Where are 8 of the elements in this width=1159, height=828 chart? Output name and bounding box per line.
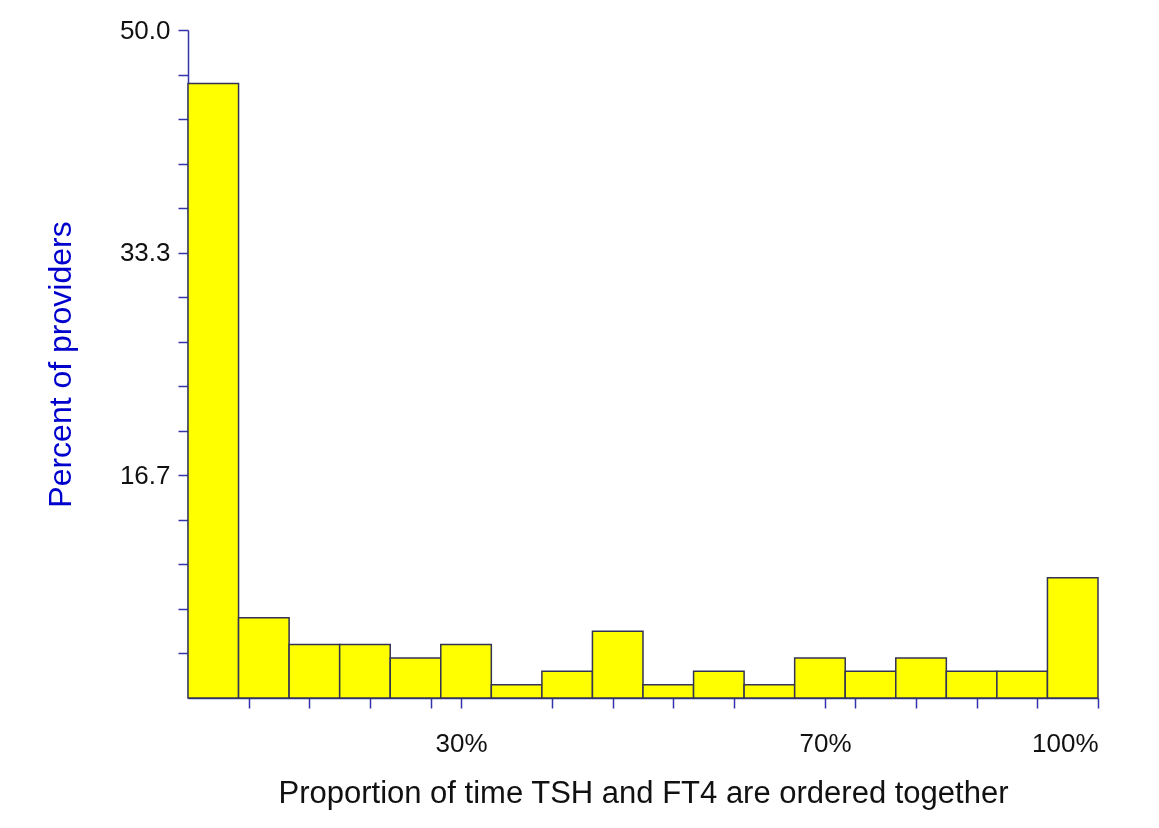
x-tick-label: 70% xyxy=(799,727,852,758)
x-axis-title: Proportion of time TSH and FT4 are ordered together xyxy=(278,774,1009,810)
y-tick-label: 16.7 xyxy=(119,459,171,490)
x-tick-label: 100% xyxy=(1032,727,1099,758)
y-tick-label: 50.0 xyxy=(119,14,171,45)
x-tick-label: 30% xyxy=(435,727,488,758)
y-tick-label: 33.3 xyxy=(119,237,171,268)
y-axis-title: Percent of providers xyxy=(41,221,78,508)
